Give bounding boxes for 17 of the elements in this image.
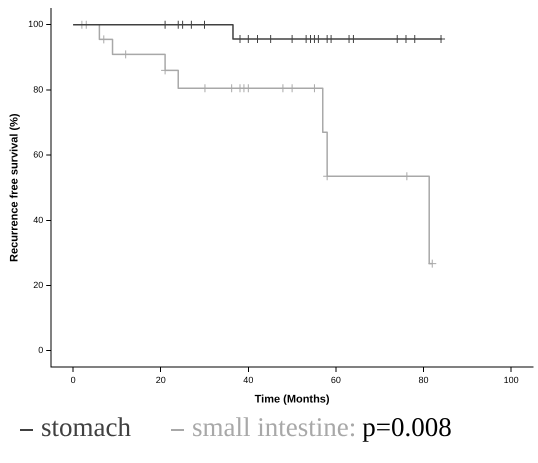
- y-tick-label: 0: [38, 345, 44, 356]
- y-axis-title: Recurrence free survival (%): [8, 113, 21, 262]
- legend-label: stomach: [41, 412, 131, 442]
- x-tick-label: 100: [504, 374, 519, 385]
- x-axis-title: Time (Months): [254, 393, 330, 406]
- x-tick-label: 20: [156, 374, 166, 385]
- y-tick-label: 20: [33, 280, 44, 290]
- y-tick-label: 80: [33, 84, 44, 94]
- text: p=0.008: [362, 412, 452, 442]
- x-tick-label: 40: [243, 374, 254, 385]
- x-tick-label: 60: [330, 374, 341, 385]
- x-tick-label: 0: [70, 374, 76, 385]
- x-tick-label: 80: [418, 374, 429, 385]
- y-tick-label: 40: [33, 214, 44, 225]
- y-tick-label: 60: [33, 150, 44, 160]
- y-tick-label: 100: [28, 19, 44, 30]
- legend-label: small intestine:: [192, 412, 356, 442]
